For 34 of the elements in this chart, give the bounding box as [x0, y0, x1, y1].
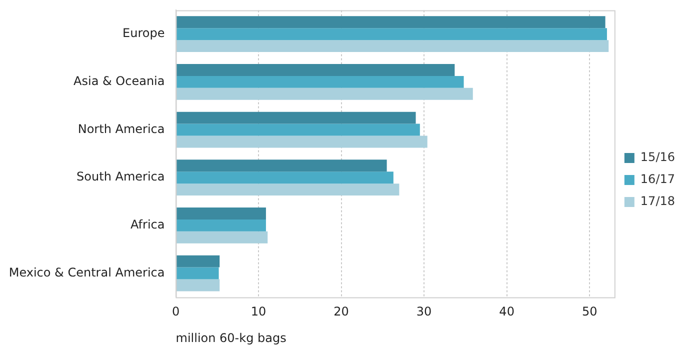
bar	[176, 172, 394, 184]
x-tick-label: 10	[250, 304, 266, 319]
y-tick-label: Asia & Oceania	[74, 74, 165, 88]
bar	[176, 16, 606, 28]
bar	[176, 28, 607, 40]
bar	[176, 40, 609, 52]
bar	[176, 112, 416, 124]
y-tick-label: North America	[78, 122, 165, 136]
y-tick-label: Europe	[122, 26, 165, 40]
x-axis-title: million 60-kg bags	[176, 330, 286, 345]
legend-label: 15/16	[640, 150, 676, 164]
bar	[176, 219, 266, 232]
bar	[176, 231, 268, 244]
bar	[176, 64, 455, 76]
bar	[176, 184, 400, 196]
bar	[176, 124, 420, 136]
x-tick-label: 20	[334, 304, 349, 319]
bar	[176, 76, 464, 88]
x-tick-label: 40	[499, 304, 514, 319]
x-tick-label: 0	[172, 304, 180, 319]
bar	[176, 208, 266, 220]
bar	[176, 88, 473, 100]
legend-label: 17/18	[640, 194, 676, 208]
bar	[176, 279, 220, 292]
legend-label: 16/17	[640, 172, 676, 186]
bar	[176, 136, 428, 148]
y-tick-label: Africa	[130, 218, 165, 232]
y-tick-label: South America	[76, 170, 165, 184]
bar	[176, 255, 220, 268]
bar	[176, 267, 219, 280]
x-tick-label: 30	[416, 304, 432, 319]
bar	[176, 160, 387, 172]
y-tick-label: Mexico & Central America	[8, 265, 165, 280]
x-tick-label: 50	[582, 304, 598, 319]
